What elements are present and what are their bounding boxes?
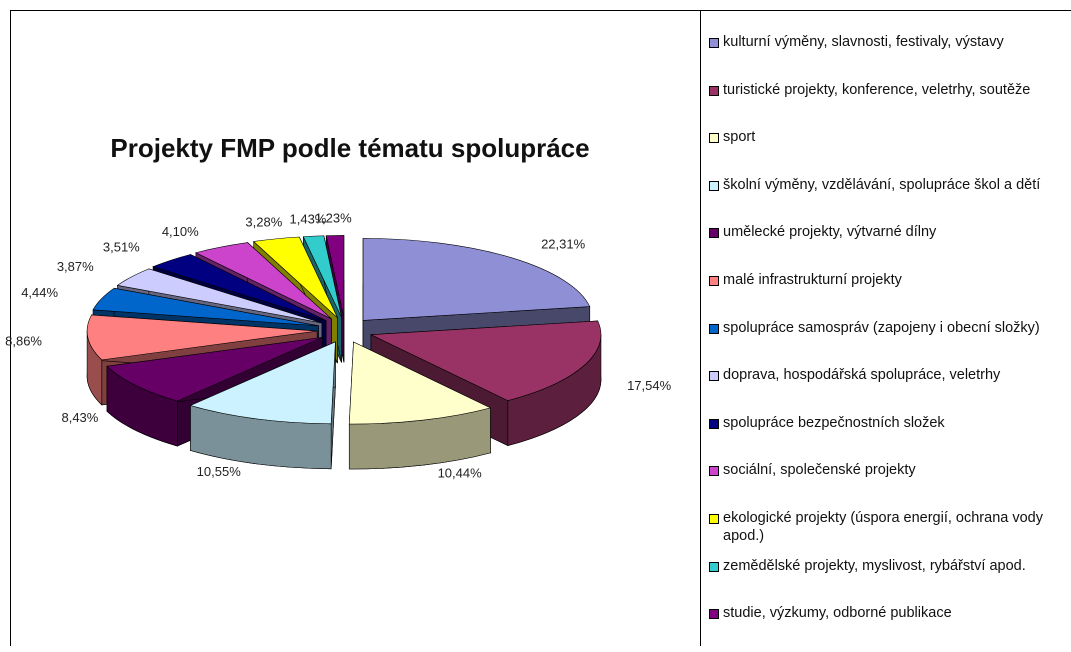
legend-label: ekologické projekty (úspora energií, och… (723, 509, 1067, 545)
legend-label: sociální, společenské projekty (723, 461, 916, 479)
legend-entry: malé infrastrukturní projekty (701, 271, 1071, 319)
legend-label: sport (723, 128, 755, 146)
legend-swatch (709, 466, 719, 476)
legend-entry: studie, výzkumy, odborné publikace (701, 604, 1071, 652)
legend-entry: ekologické projekty (úspora energií, och… (701, 509, 1071, 557)
legend-label: spolupráce samospráv (zapojeny i obecní … (723, 319, 1040, 337)
legend-swatch (709, 181, 719, 191)
legend: kulturní výměny, slavnosti, festivaly, v… (700, 11, 1071, 646)
legend-entry: turistické projekty, konference, veletrh… (701, 81, 1071, 129)
data-label: 4,10% (162, 224, 199, 239)
data-label: 10,55% (197, 464, 242, 479)
legend-entry: spolupráce samospráv (zapojeny i obecní … (701, 319, 1071, 367)
data-label: 8,43% (61, 410, 98, 425)
data-label: 1,23% (315, 211, 352, 226)
legend-entry: umělecké projekty, výtvarné dílny (701, 223, 1071, 271)
legend-label: studie, výzkumy, odborné publikace (723, 604, 952, 622)
legend-label: spolupráce bezpečnostních složek (723, 414, 945, 432)
chart-title: Projekty FMP podle tématu spolupráce (110, 133, 589, 163)
legend-swatch (709, 133, 719, 143)
legend-swatch (709, 228, 719, 238)
data-label: 17,54% (627, 378, 672, 393)
legend-entry: doprava, hospodářská spolupráce, veletrh… (701, 366, 1071, 414)
legend-label: umělecké projekty, výtvarné dílny (723, 223, 936, 241)
legend-label: zemědělské projekty, myslivost, rybářstv… (723, 557, 1026, 575)
data-label: 4,44% (21, 285, 58, 300)
legend-label: doprava, hospodářská spolupráce, veletrh… (723, 366, 1000, 384)
legend-swatch (709, 38, 719, 48)
data-label: 8,86% (5, 334, 42, 349)
legend-swatch (709, 514, 719, 524)
data-label: 22,31% (541, 237, 586, 252)
legend-entry: školní výměny, vzdělávání, spolupráce šk… (701, 176, 1071, 224)
legend-swatch (709, 324, 719, 334)
legend-swatch (709, 276, 719, 286)
legend-swatch (709, 86, 719, 96)
legend-entry: sociální, společenské projekty (701, 461, 1071, 509)
data-label: 10,44% (438, 466, 483, 481)
legend-swatch (709, 419, 719, 429)
data-label: 3,87% (57, 259, 94, 274)
legend-swatch (709, 609, 719, 619)
data-label: 3,51% (103, 240, 140, 255)
legend-entry: kulturní výměny, slavnosti, festivaly, v… (701, 33, 1071, 81)
legend-swatch (709, 562, 719, 572)
legend-entry: spolupráce bezpečnostních složek (701, 414, 1071, 462)
legend-swatch (709, 371, 719, 381)
legend-label: kulturní výměny, slavnosti, festivaly, v… (723, 33, 1004, 51)
legend-label: školní výměny, vzdělávání, spolupráce šk… (723, 176, 1040, 194)
legend-label: turistické projekty, konference, veletrh… (723, 81, 1030, 99)
data-label: 3,28% (245, 214, 282, 229)
legend-entry: sport (701, 128, 1071, 176)
legend-entry: zemědělské projekty, myslivost, rybářstv… (701, 557, 1071, 605)
legend-label: malé infrastrukturní projekty (723, 271, 902, 289)
